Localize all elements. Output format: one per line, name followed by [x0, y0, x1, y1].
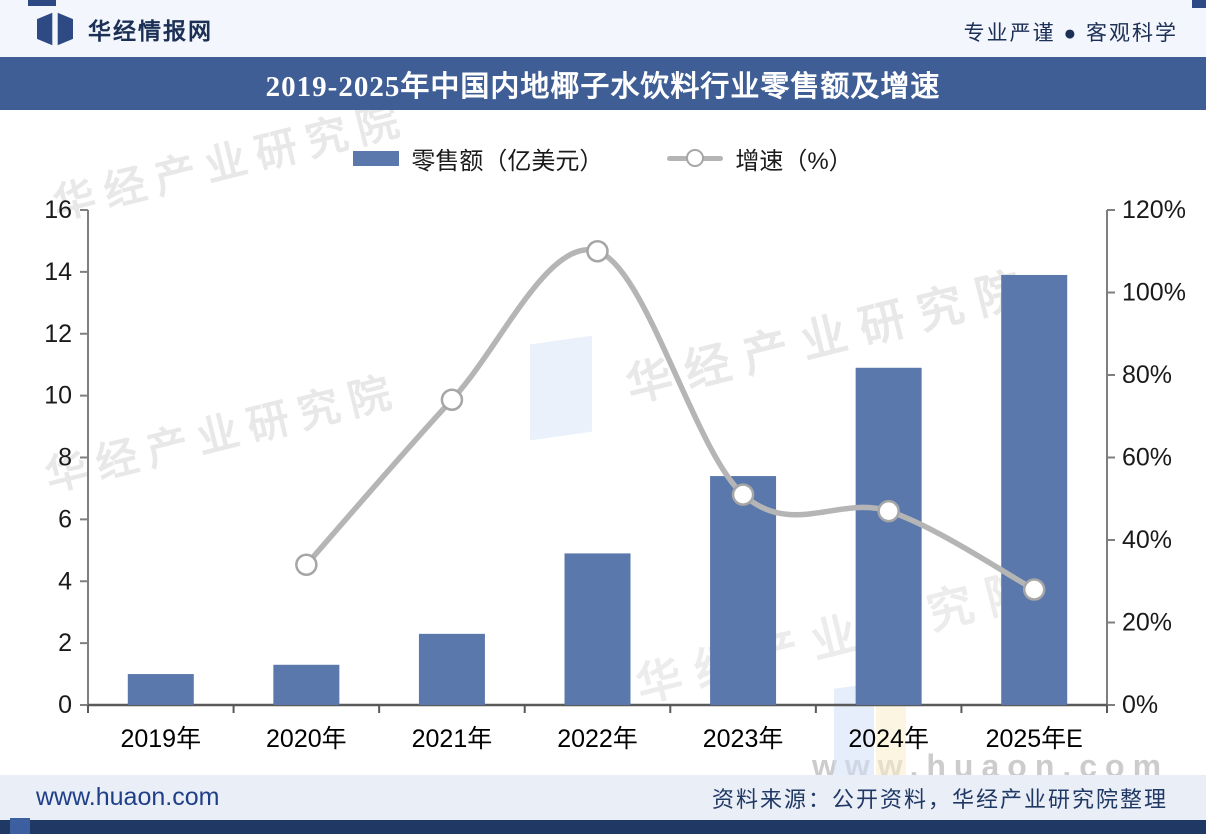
header-slogan: 专业严谨 ● 客观科学	[963, 22, 1178, 45]
brand: 华经情报网	[34, 11, 213, 47]
legend-item-retail: 零售额（亿美元）	[353, 141, 603, 176]
x-axis-category-label: 2024年	[848, 725, 929, 753]
bar-2023年	[710, 476, 777, 705]
right-axis-tick-label: 0%	[1122, 691, 1158, 719]
title-bar: 2019-2025年中国内地椰子水饮料行业零售额及增速	[0, 57, 1206, 110]
left-axis-tick-label: 8	[58, 444, 72, 472]
left-axis-tick-label: 4	[58, 567, 72, 595]
legend-label-growth: 增速（%）	[735, 147, 853, 175]
top-left-corner-fragment	[28, 0, 56, 6]
bar-2019年	[127, 674, 194, 705]
header: 华经情报网 专业严谨 ● 客观科学	[0, 0, 1206, 57]
top-right-corner-fragment	[1192, 0, 1206, 8]
line-series-swatch	[667, 149, 724, 167]
legend-label-retail: 零售额（亿美元）	[411, 147, 604, 175]
left-axis-tick-label: 2	[58, 629, 72, 657]
bar-2022年	[564, 553, 631, 705]
growth-marker	[1022, 578, 1046, 601]
footer-site-link[interactable]: www.huaon.com	[36, 783, 220, 811]
left-axis-tick-label: 6	[58, 505, 72, 533]
chart-legend: 零售额（亿美元） 增速（%）	[0, 140, 1206, 176]
left-axis-tick-label: 16	[44, 196, 72, 224]
right-axis-tick-label: 20%	[1122, 609, 1172, 637]
growth-marker	[295, 553, 318, 576]
x-axis-category-label: 2021年	[412, 725, 493, 753]
growth-marker	[586, 240, 609, 263]
huajing-logo-icon	[37, 12, 73, 45]
bottom-accent-square	[10, 818, 30, 834]
bottom-accent-bar	[0, 820, 1206, 834]
right-axis-tick-label: 60%	[1122, 444, 1172, 472]
right-axis-tick-label: 40%	[1122, 526, 1172, 554]
bar-2024年	[855, 367, 922, 705]
left-axis-tick-label: 12	[44, 320, 72, 348]
left-axis-tick-label: 0	[58, 691, 72, 719]
right-axis-tick-label: 80%	[1122, 361, 1172, 389]
bar-series-swatch	[353, 150, 400, 166]
right-axis-tick-label: 120%	[1122, 196, 1186, 224]
growth-line	[303, 247, 1037, 593]
growth-marker	[731, 483, 755, 506]
brand-name: 华经情报网	[88, 17, 213, 44]
line-swatch-marker	[686, 149, 705, 167]
x-axis-category-label: 2019年	[120, 725, 201, 753]
chart-canvas: 0 2 4 6 8 10 12 14 16 0% 20% 40% 60% 80% 100% 120% 2019年…	[44, 196, 1186, 753]
footer: www.huaon.com 资料来源：公开资料，华经产业研究院整理	[0, 775, 1206, 820]
footer-source-note: 资料来源：公开资料，华经产业研究院整理	[711, 786, 1168, 812]
bar-2020年	[273, 664, 340, 705]
bar-2021年	[418, 633, 485, 705]
right-axis-tick-label: 100%	[1122, 279, 1186, 307]
x-axis-category-label: 2025年E	[986, 725, 1083, 753]
page-title: 2019-2025年中国内地椰子水饮料行业零售额及增速	[265, 70, 941, 103]
growth-marker	[877, 499, 900, 523]
left-axis-tick-label: 14	[44, 258, 72, 286]
bar-2025年E	[1001, 274, 1068, 705]
x-axis-category-label: 2022年	[557, 725, 638, 753]
growth-marker	[440, 388, 464, 411]
left-axis-tick-label: 10	[44, 382, 72, 410]
x-axis-category-label: 2023年	[703, 725, 784, 753]
x-axis-category-label: 2020年	[266, 725, 347, 753]
legend-item-growth: 增速（%）	[667, 141, 853, 176]
